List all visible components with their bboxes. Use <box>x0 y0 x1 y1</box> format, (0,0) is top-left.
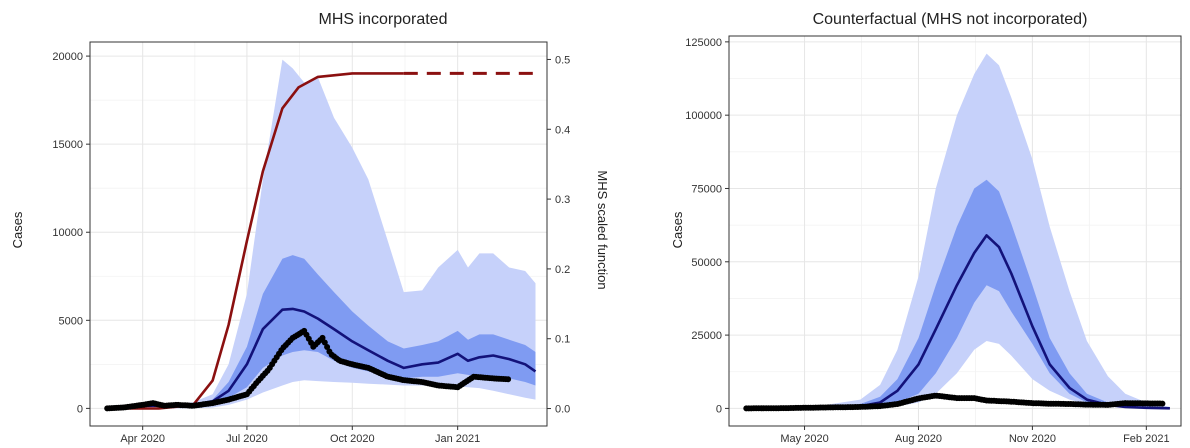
y-tick-label: 0 <box>77 403 83 415</box>
y2-tick-label: 0.3 <box>555 194 570 206</box>
x-tick-label: Nov 2020 <box>1009 433 1056 445</box>
x-tick-label: Aug 2020 <box>895 433 942 445</box>
uncertainty-band-inner <box>107 255 536 409</box>
y-axis-label-right: Cases <box>670 211 685 248</box>
y2-tick-label: 0.4 <box>555 124 570 136</box>
x-tick-label: Oct 2020 <box>330 433 375 445</box>
y2-tick-label: 0.0 <box>555 404 570 416</box>
observed-points-left <box>104 327 512 412</box>
bands-left <box>107 59 536 409</box>
observed-point <box>324 344 331 350</box>
uncertainty-band-inner <box>746 179 1170 409</box>
x-tick-label: Apr 2020 <box>120 433 165 445</box>
uncertainty-band-outer <box>107 59 536 409</box>
ticks-right: 0 25000 50000 75000 100000 125000 May 2020 Aug … <box>685 37 1169 445</box>
ticks-left: 0 5000 10000 15000 20000 Apr 2020 Jul 2020 Oct … <box>52 51 570 445</box>
y-tick-label: 125000 <box>685 37 722 49</box>
y-tick-label: 75000 <box>691 183 722 195</box>
bands-right <box>746 53 1170 409</box>
observed-point <box>1159 400 1166 407</box>
y2-axis-label-left: MHS scaled function <box>595 170 610 289</box>
observed-points-right <box>743 392 1166 412</box>
chart-title-right: Counterfactual (MHS not incorporated) <box>813 11 1088 28</box>
y-tick-label: 100000 <box>685 110 722 122</box>
panel-mhs-incorporated: MHS incorporated Cases MHS scaled functi… <box>10 11 610 445</box>
y-axis-label-left: Cases <box>10 211 25 248</box>
y2-tick-label: 0.1 <box>555 334 570 346</box>
y-tick-label: 50000 <box>691 257 722 269</box>
plot-frame-right <box>728 35 1182 427</box>
y-tick-label: 15000 <box>52 139 83 151</box>
y-tick-label: 0 <box>716 403 722 415</box>
plot-frame-left <box>89 41 548 427</box>
x-tick-label: Jul 2020 <box>226 433 268 445</box>
x-tick-label: May 2020 <box>780 433 828 445</box>
observed-point <box>319 334 326 341</box>
y-tick-label: 25000 <box>691 330 722 342</box>
panel-counterfactual: Counterfactual (MHS not incorporated) Ca… <box>670 11 1182 445</box>
observed-point <box>321 339 328 346</box>
observed-point <box>505 376 512 383</box>
y-tick-label: 20000 <box>52 51 83 63</box>
y-tick-label: 10000 <box>52 227 83 239</box>
y2-tick-label: 0.5 <box>555 54 570 66</box>
x-tick-label: Jan 2021 <box>435 433 480 445</box>
y-tick-label: 5000 <box>59 315 83 327</box>
x-tick-label: Feb 2021 <box>1123 433 1169 445</box>
y2-tick-label: 0.2 <box>555 264 570 276</box>
chart-title-left: MHS incorporated <box>319 11 448 28</box>
